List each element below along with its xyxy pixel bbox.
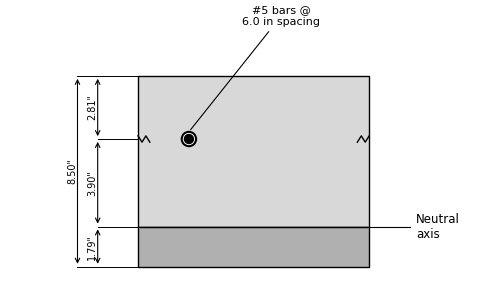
Text: 8.50": 8.50": [67, 158, 77, 184]
Text: Neutral
axis: Neutral axis: [416, 212, 460, 241]
Text: 1.79": 1.79": [87, 234, 97, 260]
Text: #5 bars @
6.0 in spacing: #5 bars @ 6.0 in spacing: [190, 5, 320, 130]
Circle shape: [185, 134, 193, 144]
Circle shape: [182, 132, 196, 146]
Text: 2.81": 2.81": [87, 94, 97, 120]
Text: 3.90": 3.90": [87, 170, 97, 196]
Bar: [138, 227, 369, 267]
Bar: [138, 76, 369, 227]
